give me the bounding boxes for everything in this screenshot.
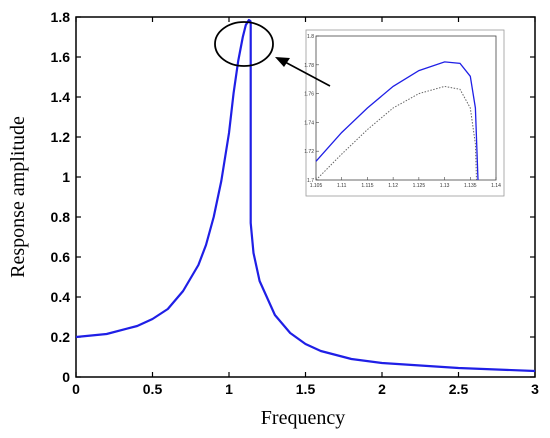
y-tick-label: 1.4 xyxy=(51,89,71,105)
inset-y-tick-label: 1.72 xyxy=(304,149,314,155)
y-tick-label: 1.6 xyxy=(51,49,71,65)
x-tick-label: 1 xyxy=(225,381,233,397)
y-tick-label: 1.8 xyxy=(51,9,71,25)
inset-x-tick-label: 1.13 xyxy=(440,183,450,189)
zoom-arrow-head xyxy=(275,57,290,67)
inset-y-tick-label: 1.8 xyxy=(307,34,314,40)
x-tick-label: 0.5 xyxy=(143,381,163,397)
y-tick-label: 0.6 xyxy=(51,249,71,265)
y-tick-label: 0.8 xyxy=(51,209,71,225)
peak-ellipse xyxy=(214,21,274,67)
x-tick-label: 1.5 xyxy=(296,381,316,397)
y-tick-label: 0 xyxy=(62,369,70,385)
x-tick-label: 0 xyxy=(72,381,80,397)
x-tick-label: 2 xyxy=(378,381,386,397)
inset-y-tick-label: 1.78 xyxy=(304,63,314,69)
x-axis-title: Frequency xyxy=(261,407,345,429)
y-tick-label: 0.4 xyxy=(51,289,71,305)
inset-frame xyxy=(315,35,497,181)
inset-x-tick-label: 1.105 xyxy=(310,183,323,189)
inset-curve-dotted xyxy=(315,85,477,181)
response-curve xyxy=(75,18,536,373)
y-tick-label: 1 xyxy=(62,169,70,185)
inset-y-tick-label: 1.76 xyxy=(304,92,314,98)
inset-x-tick-label: 1.11 xyxy=(337,183,347,189)
y-tick-label: 0.2 xyxy=(51,329,71,345)
x-tick-label: 3 xyxy=(531,381,539,397)
inset-x-tick-label: 1.14 xyxy=(491,183,501,189)
inset-plot: 1.105 1.11 1.115 1.12 1.125 1.13 1.135 1.14 1.7 1… xyxy=(304,29,505,197)
zoom-arrow-line xyxy=(284,61,331,87)
y-axis-title: Response amplitude xyxy=(7,116,29,278)
inset-x-tick-label: 1.115 xyxy=(361,183,373,189)
inset-x-tick-label: 1.125 xyxy=(413,183,426,189)
annotations xyxy=(214,21,331,87)
x-tick-label: 2.5 xyxy=(449,381,469,397)
inset-x-tick-label: 1.12 xyxy=(388,183,398,189)
inset-y-tick-label: 1.74 xyxy=(304,120,314,126)
inset-y-tick-label: 1.7 xyxy=(307,178,314,184)
y-tick-label: 1.2 xyxy=(51,129,71,145)
inset-curve-solid xyxy=(315,61,479,181)
inset-x-tick-label: 1.135 xyxy=(464,183,477,189)
